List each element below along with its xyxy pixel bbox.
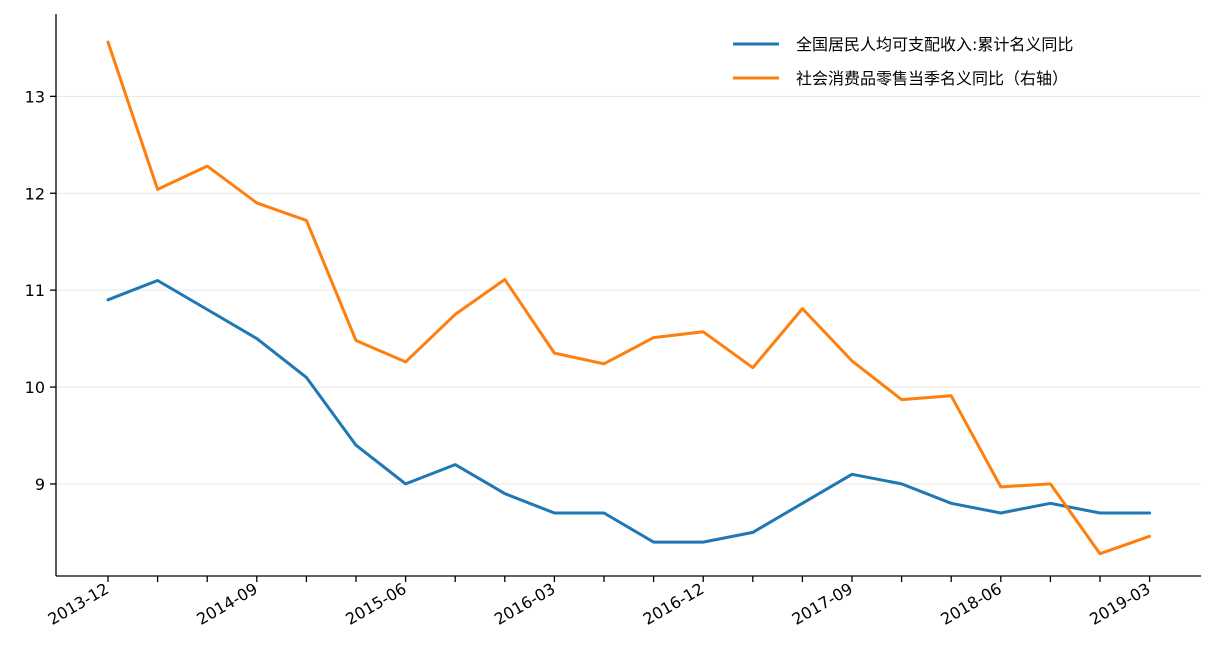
legend-label-retail: 社会消费品零售当季名义同比（右轴） [796,69,1068,88]
x-tick-label: 2013-12 [45,579,112,629]
y-tick-label: 11 [25,281,45,300]
y-tick-label: 12 [25,184,45,203]
x-tick-label: 2019-03 [1086,579,1153,629]
series-line-retail [106,40,1152,556]
legend: 全国居民人均可支配收入:累计名义同比 社会消费品零售当季名义同比（右轴） [733,35,1073,88]
gridlines [56,95,1201,485]
series-lines [106,40,1152,556]
x-tick-label: 2016-12 [640,579,707,629]
x-tick-label: 2015-06 [342,579,409,629]
y-tick-label: 13 [25,87,45,106]
x-tick-label: 2016-03 [491,579,558,629]
tick-labels: 9 10 11 12 13 2013-12 2014-09 2015-06 2016-03 201… [25,87,1154,629]
x-tick-label: 2017-09 [789,579,856,629]
axes [50,14,1201,582]
x-tick-label: 2014-09 [193,579,260,629]
legend-label-income: 全国居民人均可支配收入:累计名义同比 [796,35,1073,54]
x-tick-label: 2018-06 [937,579,1004,629]
y-tick-label: 10 [25,378,45,397]
y-tick-label: 9 [35,475,45,494]
series-line-income [106,279,1152,544]
